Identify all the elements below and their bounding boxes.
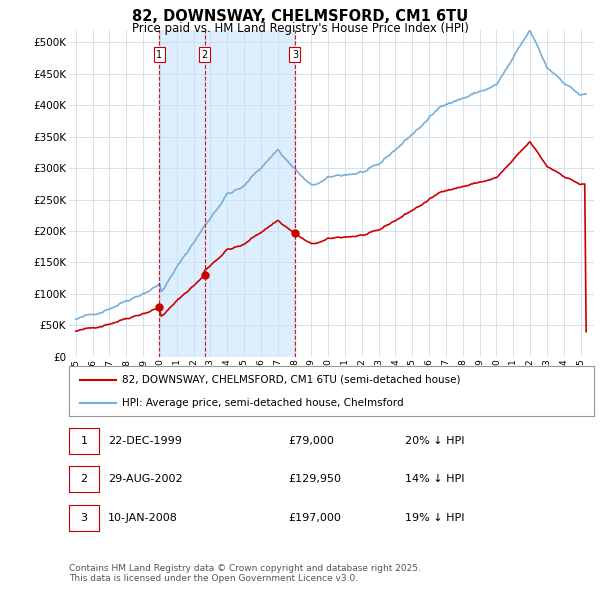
Text: 22-DEC-1999: 22-DEC-1999: [108, 436, 182, 446]
Text: Price paid vs. HM Land Registry's House Price Index (HPI): Price paid vs. HM Land Registry's House …: [131, 22, 469, 35]
Text: 14% ↓ HPI: 14% ↓ HPI: [405, 474, 464, 484]
Text: 1: 1: [156, 50, 163, 60]
Text: 20% ↓ HPI: 20% ↓ HPI: [405, 436, 464, 446]
Text: 3: 3: [292, 50, 298, 60]
Text: 82, DOWNSWAY, CHELMSFORD, CM1 6TU: 82, DOWNSWAY, CHELMSFORD, CM1 6TU: [132, 9, 468, 24]
Text: £197,000: £197,000: [288, 513, 341, 523]
Text: 10-JAN-2008: 10-JAN-2008: [108, 513, 178, 523]
Bar: [160, 30, 205, 357]
Text: 19% ↓ HPI: 19% ↓ HPI: [405, 513, 464, 523]
Text: 82, DOWNSWAY, CHELMSFORD, CM1 6TU (semi-detached house): 82, DOWNSWAY, CHELMSFORD, CM1 6TU (semi-…: [121, 375, 460, 385]
Text: 2: 2: [202, 50, 208, 60]
Text: 1: 1: [80, 436, 88, 446]
Text: Contains HM Land Registry data © Crown copyright and database right 2025.
This d: Contains HM Land Registry data © Crown c…: [69, 563, 421, 583]
Text: 29-AUG-2002: 29-AUG-2002: [108, 474, 182, 484]
Text: 2: 2: [80, 474, 88, 484]
Bar: [205, 30, 295, 357]
Text: 3: 3: [80, 513, 88, 523]
Text: £129,950: £129,950: [288, 474, 341, 484]
Text: £79,000: £79,000: [288, 436, 334, 446]
Text: HPI: Average price, semi-detached house, Chelmsford: HPI: Average price, semi-detached house,…: [121, 398, 403, 408]
